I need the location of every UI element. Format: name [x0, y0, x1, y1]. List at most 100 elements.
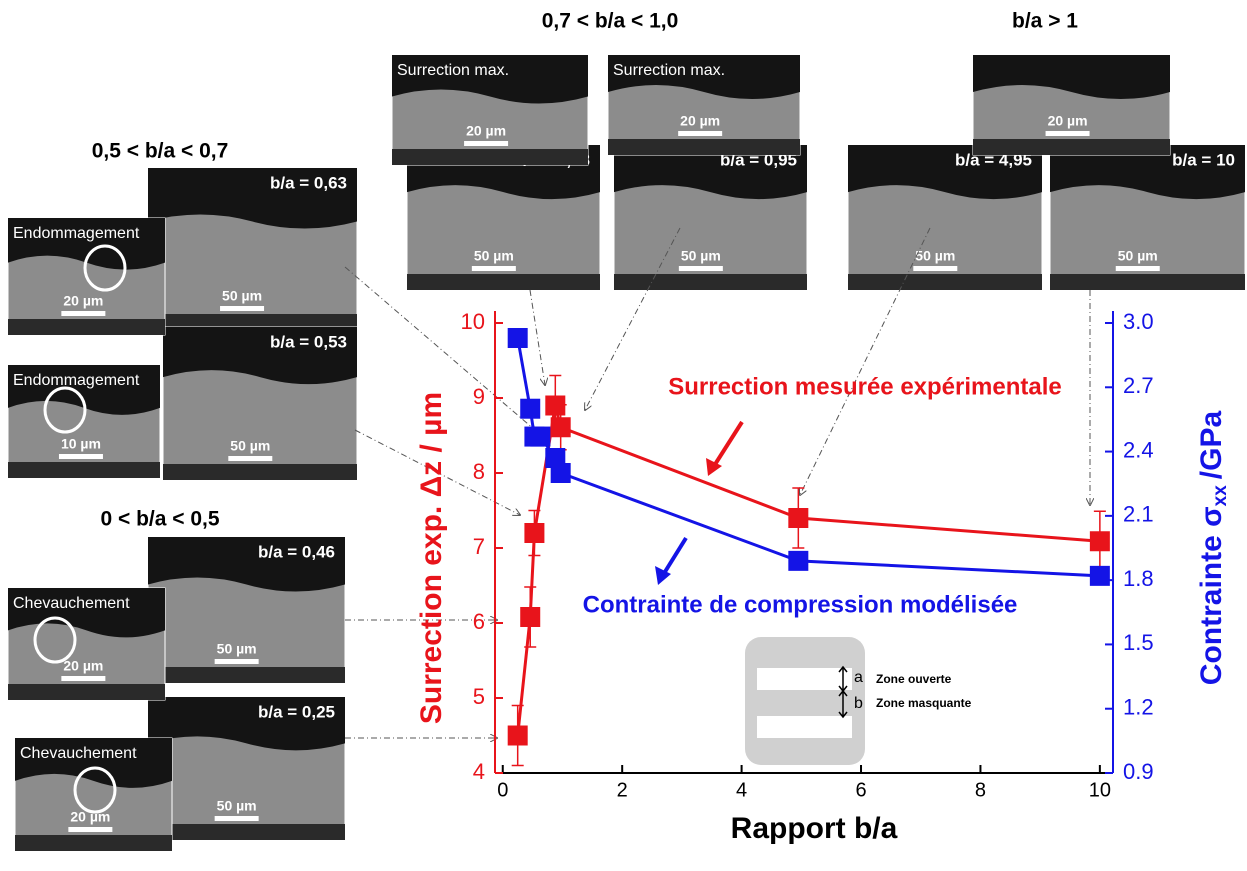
- y2-axis-label: Contrainte σxx/GPa: [1195, 411, 1231, 686]
- x-tick-label: 8: [975, 779, 986, 801]
- ratio-label: b/a = 0,25: [258, 702, 335, 721]
- open-zone: [757, 668, 852, 690]
- scale-label: 10 µm: [61, 436, 101, 452]
- y2-label-unit: /GPa: [1195, 411, 1228, 480]
- scale-label: 50 µm: [217, 641, 257, 657]
- dimension-label: a: [854, 669, 863, 686]
- micrograph-dark: [8, 365, 160, 415]
- micrograph-dark: [614, 145, 807, 200]
- damage-circle: [43, 386, 87, 434]
- micrograph: Surrection max. 20 µm: [607, 54, 801, 156]
- group-heading: 0,5 < b/a < 0,7: [92, 140, 229, 163]
- micrograph-dark: [973, 55, 1170, 99]
- micrograph-info: [148, 667, 345, 683]
- scale-label: 20 µm: [466, 123, 506, 139]
- y2-tick-label: 2.1: [1123, 502, 1154, 527]
- scale-bar: [220, 306, 265, 311]
- micrograph-note: Endommagement: [13, 372, 140, 389]
- x-tick-label: 2: [617, 779, 628, 801]
- leader-arrow: [800, 227, 931, 495]
- y2-tick-label: 1.5: [1123, 630, 1154, 655]
- micrograph-info: [8, 462, 160, 478]
- micrograph-info: [608, 139, 800, 155]
- leader-arrow: [354, 429, 520, 515]
- micrograph-note: Chevauchement: [13, 595, 130, 612]
- micrograph: Endommagement 10 µm: [7, 364, 161, 479]
- scale-bar: [1115, 266, 1160, 271]
- scale-label: 50 µm: [474, 248, 514, 264]
- micrograph-note: Endommagement: [13, 225, 140, 242]
- open-zone: [757, 716, 852, 738]
- series-annotation: Contrainte de compression modélisée: [583, 591, 1018, 618]
- micrograph-info: [614, 274, 807, 290]
- micrograph: b/a = 0,46 50 µm: [147, 536, 346, 684]
- data-point: [550, 463, 571, 483]
- micrograph: 20 µm: [972, 54, 1171, 156]
- scale-label: 50 µm: [217, 798, 257, 814]
- data-point: [524, 523, 545, 543]
- scale-bar: [214, 816, 259, 821]
- y2-label-sub: xx: [1210, 485, 1231, 507]
- y2-tick-label: 1.2: [1123, 695, 1154, 720]
- micrograph-dark: [8, 588, 165, 638]
- micrograph-dark: [392, 55, 588, 104]
- group-heading: 0,7 < b/a < 1,0: [542, 10, 679, 33]
- scale-bar: [61, 311, 106, 316]
- insets: 0,7 < b/a < 1,0 b/a > 1 0,5 < b/a < 0,7 0 <…: [7, 10, 1246, 852]
- scale-label: 20 µm: [1048, 113, 1088, 129]
- data-point: [1089, 531, 1110, 552]
- micrograph-info: [8, 319, 165, 335]
- data-point: [788, 550, 809, 571]
- scale-bar: [913, 266, 958, 271]
- micrograph: b/a = 0,25 50 µm: [147, 696, 346, 841]
- ratio-label: b/a = 10: [1172, 150, 1235, 169]
- micrograph-info: [407, 274, 600, 290]
- y2-tick-label: 1.8: [1123, 566, 1154, 591]
- scale-label: 50 µm: [1118, 248, 1158, 264]
- data-point: [788, 508, 809, 528]
- x-axis-label: Rapport b/a: [731, 812, 898, 845]
- damage-circle: [73, 766, 117, 814]
- x-tick-label: 0: [497, 779, 508, 801]
- micrograph-info: [848, 274, 1042, 290]
- micrograph-info: [973, 139, 1170, 155]
- micrograph-info: [1050, 274, 1245, 290]
- y2-tick-label: 3.0: [1123, 309, 1154, 334]
- y2-tick-label: 2.7: [1123, 373, 1154, 398]
- ratio-label: b/a = 0,53: [270, 332, 347, 351]
- micrograph-dark: [148, 697, 345, 751]
- scale-bar: [68, 827, 113, 832]
- zone-label: Zone ouverte: [876, 672, 952, 686]
- annotation-arrowhead: [655, 566, 671, 585]
- scale-label: 50 µm: [915, 248, 955, 264]
- micrograph: Surrection max. 20 µm: [391, 54, 589, 166]
- scale-label: 20 µm: [63, 293, 103, 309]
- scale-bar: [58, 454, 103, 459]
- micrograph-note: Chevauchement: [20, 745, 137, 762]
- scale-label: 50 µm: [230, 438, 270, 454]
- data-point: [520, 398, 541, 419]
- y-tick-label: 4: [473, 759, 485, 784]
- scale-bar: [214, 659, 259, 664]
- micrograph-info: [392, 149, 588, 165]
- y2-label-main: Contrainte σ: [1195, 506, 1228, 685]
- y-tick-label: 9: [473, 384, 485, 409]
- group-heading: 0 < b/a < 0,5: [100, 508, 219, 531]
- micrograph: Endommagement 20 µm: [7, 217, 166, 336]
- scale-label: 20 µm: [680, 113, 720, 129]
- dimension-arrow: [838, 665, 848, 719]
- group-heading: b/a > 1: [1012, 10, 1078, 33]
- x-tick-label: 4: [736, 779, 747, 801]
- annotation-arrow: [661, 536, 688, 577]
- annotation-arrowhead: [706, 458, 722, 476]
- series-annotation: Surrection mesurée expérimentale: [668, 373, 1062, 400]
- damage-circle: [83, 244, 127, 292]
- leader-arrow: [585, 227, 681, 410]
- dimension-label: b: [854, 695, 863, 712]
- micrograph: b/a = 10 50 µm: [1049, 144, 1246, 291]
- y-tick-label: 8: [473, 459, 485, 484]
- scale-label: 50 µm: [222, 288, 262, 304]
